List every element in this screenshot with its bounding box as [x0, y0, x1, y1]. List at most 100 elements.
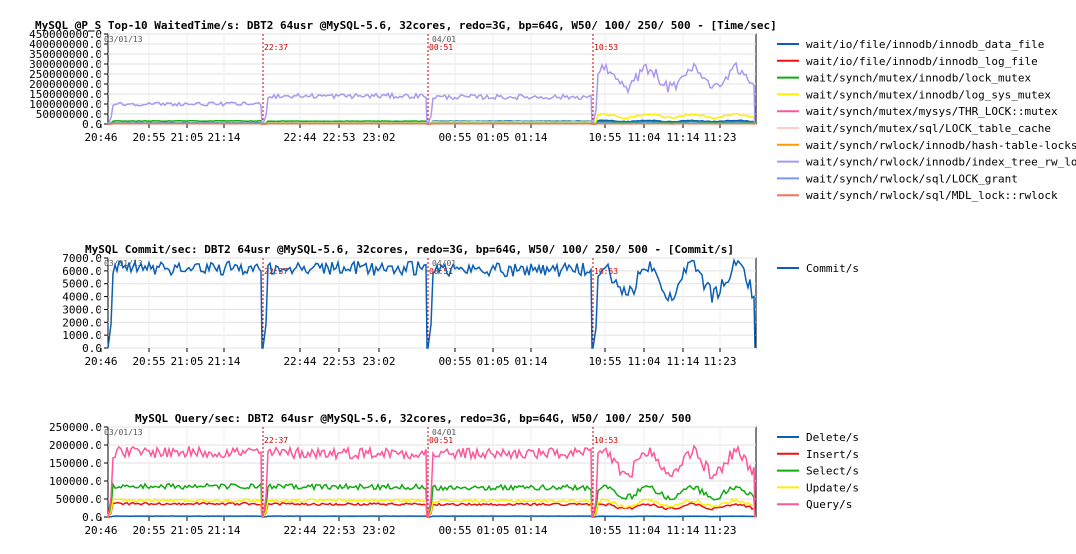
legend-label: wait/synch/rwlock/innodb/hash-table-lock… [806, 139, 1076, 152]
x-tick-label: 11:04 [627, 355, 660, 368]
x-tick-label: 23:02 [362, 355, 395, 368]
legend-label: wait/synch/mutex/innodb/log_sys_mutex [806, 88, 1051, 101]
legend-label: wait/synch/mutex/innodb/lock_mutex [806, 72, 1032, 85]
y-tick-label: 50000000.0 [36, 108, 102, 121]
legend-label: Query/s [806, 498, 852, 511]
y-tick-label: 3000.0 [62, 303, 102, 316]
annotation-label: 04/01 [432, 259, 456, 268]
series-line [107, 444, 756, 518]
annotation-label: 03/01/13 [104, 428, 143, 437]
legend-label: wait/synch/rwlock/innodb/index_tree_rw_l… [806, 156, 1076, 169]
annotation-label: 04/01 [432, 35, 456, 44]
y-tick-label: 1000.0 [62, 329, 102, 342]
x-tick-label: 11:23 [703, 131, 736, 144]
y-tick-label: 300000000.0 [29, 58, 102, 71]
x-tick-label: 11:04 [627, 131, 660, 144]
x-tick-label: 11:23 [703, 355, 736, 368]
y-tick-label: 150000000.0 [29, 88, 102, 101]
x-tick-label: 22:53 [322, 131, 355, 144]
x-tick-label: 10:55 [588, 355, 621, 368]
y-tick-label: 150000.0 [49, 457, 102, 470]
annotation-label: 00:51 [429, 267, 453, 276]
legend-label: Update/s [806, 481, 859, 494]
x-tick-label: 21:14 [207, 524, 240, 537]
x-tick-label: 11:14 [666, 524, 699, 537]
x-tick-label: 00:55 [438, 355, 471, 368]
legend-label: Commit/s [806, 262, 859, 275]
x-tick-label: 20:46 [84, 524, 117, 537]
x-tick-label: 21:14 [207, 131, 240, 144]
y-tick-label: 5000.0 [62, 278, 102, 291]
legend-label: wait/synch/mutex/sql/LOCK_table_cache [806, 122, 1051, 135]
x-tick-label: 21:05 [170, 524, 203, 537]
x-tick-label: 20:55 [132, 355, 165, 368]
x-tick-label: 20:55 [132, 131, 165, 144]
x-tick-label: 21:14 [207, 355, 240, 368]
legend-label: wait/synch/mutex/mysys/THR_LOCK::mutex [806, 105, 1058, 118]
annotation-label: 10:53 [594, 267, 618, 276]
x-tick-label: 20:55 [132, 524, 165, 537]
legend-label: wait/io/file/innodb/innodb_log_file [806, 55, 1038, 68]
x-tick-label: 01:14 [514, 524, 547, 537]
series-line [107, 497, 756, 518]
x-tick-label: 23:02 [362, 524, 395, 537]
chart-3: MySQL Query/sec: DBT2 64usr @MySQL-5.6, … [49, 412, 859, 537]
x-tick-label: 00:55 [438, 131, 471, 144]
annotation-label: 04/01 [432, 428, 456, 437]
annotation-label: 22:37 [264, 43, 288, 52]
chart-1: MySQL @P_S Top-10 WaitedTime/s: DBT2 64u… [29, 19, 1076, 202]
x-tick-label: 01:14 [514, 355, 547, 368]
x-tick-label: 20:46 [84, 355, 117, 368]
y-tick-label: 450000000.0 [29, 28, 102, 41]
y-tick-label: 200000000.0 [29, 78, 102, 91]
y-tick-label: 7000.0 [62, 252, 102, 265]
y-tick-label: 4000.0 [62, 291, 102, 304]
series-line [107, 481, 756, 518]
x-tick-label: 22:53 [322, 524, 355, 537]
y-tick-label: 0.0 [82, 118, 102, 131]
annotation-label: 03/01/13 [104, 35, 143, 44]
y-tick-label: 2000.0 [62, 316, 102, 329]
x-tick-label: 01:05 [476, 355, 509, 368]
y-tick-label: 50000.0 [56, 493, 102, 506]
x-tick-label: 21:05 [170, 355, 203, 368]
y-tick-label: 200000.0 [49, 439, 102, 452]
y-tick-label: 100000.0 [49, 475, 102, 488]
x-tick-label: 10:55 [588, 524, 621, 537]
x-tick-label: 10:55 [588, 131, 621, 144]
x-tick-label: 11:23 [703, 524, 736, 537]
annotation-label: 10:53 [594, 436, 618, 445]
series-line [107, 515, 756, 518]
x-tick-label: 22:53 [322, 355, 355, 368]
series-line [107, 61, 756, 125]
chart-2: MySQL Commit/sec: DBT2 64usr @MySQL-5.6,… [62, 243, 859, 368]
x-tick-label: 11:14 [666, 131, 699, 144]
chart-title: MySQL @P_S Top-10 WaitedTime/s: DBT2 64u… [35, 19, 777, 32]
chart-title: MySQL Query/sec: DBT2 64usr @MySQL-5.6, … [135, 412, 691, 425]
y-tick-label: 250000000.0 [29, 68, 102, 81]
series-line [107, 257, 756, 349]
x-tick-label: 23:02 [362, 131, 395, 144]
x-tick-label: 11:04 [627, 524, 660, 537]
legend-label: wait/synch/rwlock/sql/MDL_lock::rwlock [806, 189, 1058, 202]
x-tick-label: 21:05 [170, 131, 203, 144]
y-tick-label: 250000.0 [49, 421, 102, 434]
y-tick-label: 350000000.0 [29, 48, 102, 61]
y-tick-label: 100000000.0 [29, 98, 102, 111]
legend-label: Insert/s [806, 448, 859, 461]
y-tick-label: 0.0 [82, 342, 102, 355]
annotation-label: 10:53 [594, 43, 618, 52]
x-tick-label: 20:46 [84, 131, 117, 144]
x-tick-label: 01:05 [476, 131, 509, 144]
legend-label: wait/synch/rwlock/sql/LOCK_grant [806, 172, 1018, 185]
x-tick-label: 00:55 [438, 524, 471, 537]
legend-label: Delete/s [806, 431, 859, 444]
x-tick-label: 22:44 [283, 131, 316, 144]
annotation-label: 22:37 [264, 436, 288, 445]
annotation-label: 03/01/13 [104, 259, 143, 268]
annotation-label: 00:51 [429, 436, 453, 445]
y-tick-label: 0.0 [82, 511, 102, 524]
chart-title: MySQL Commit/sec: DBT2 64usr @MySQL-5.6,… [85, 243, 734, 256]
x-tick-label: 01:14 [514, 131, 547, 144]
